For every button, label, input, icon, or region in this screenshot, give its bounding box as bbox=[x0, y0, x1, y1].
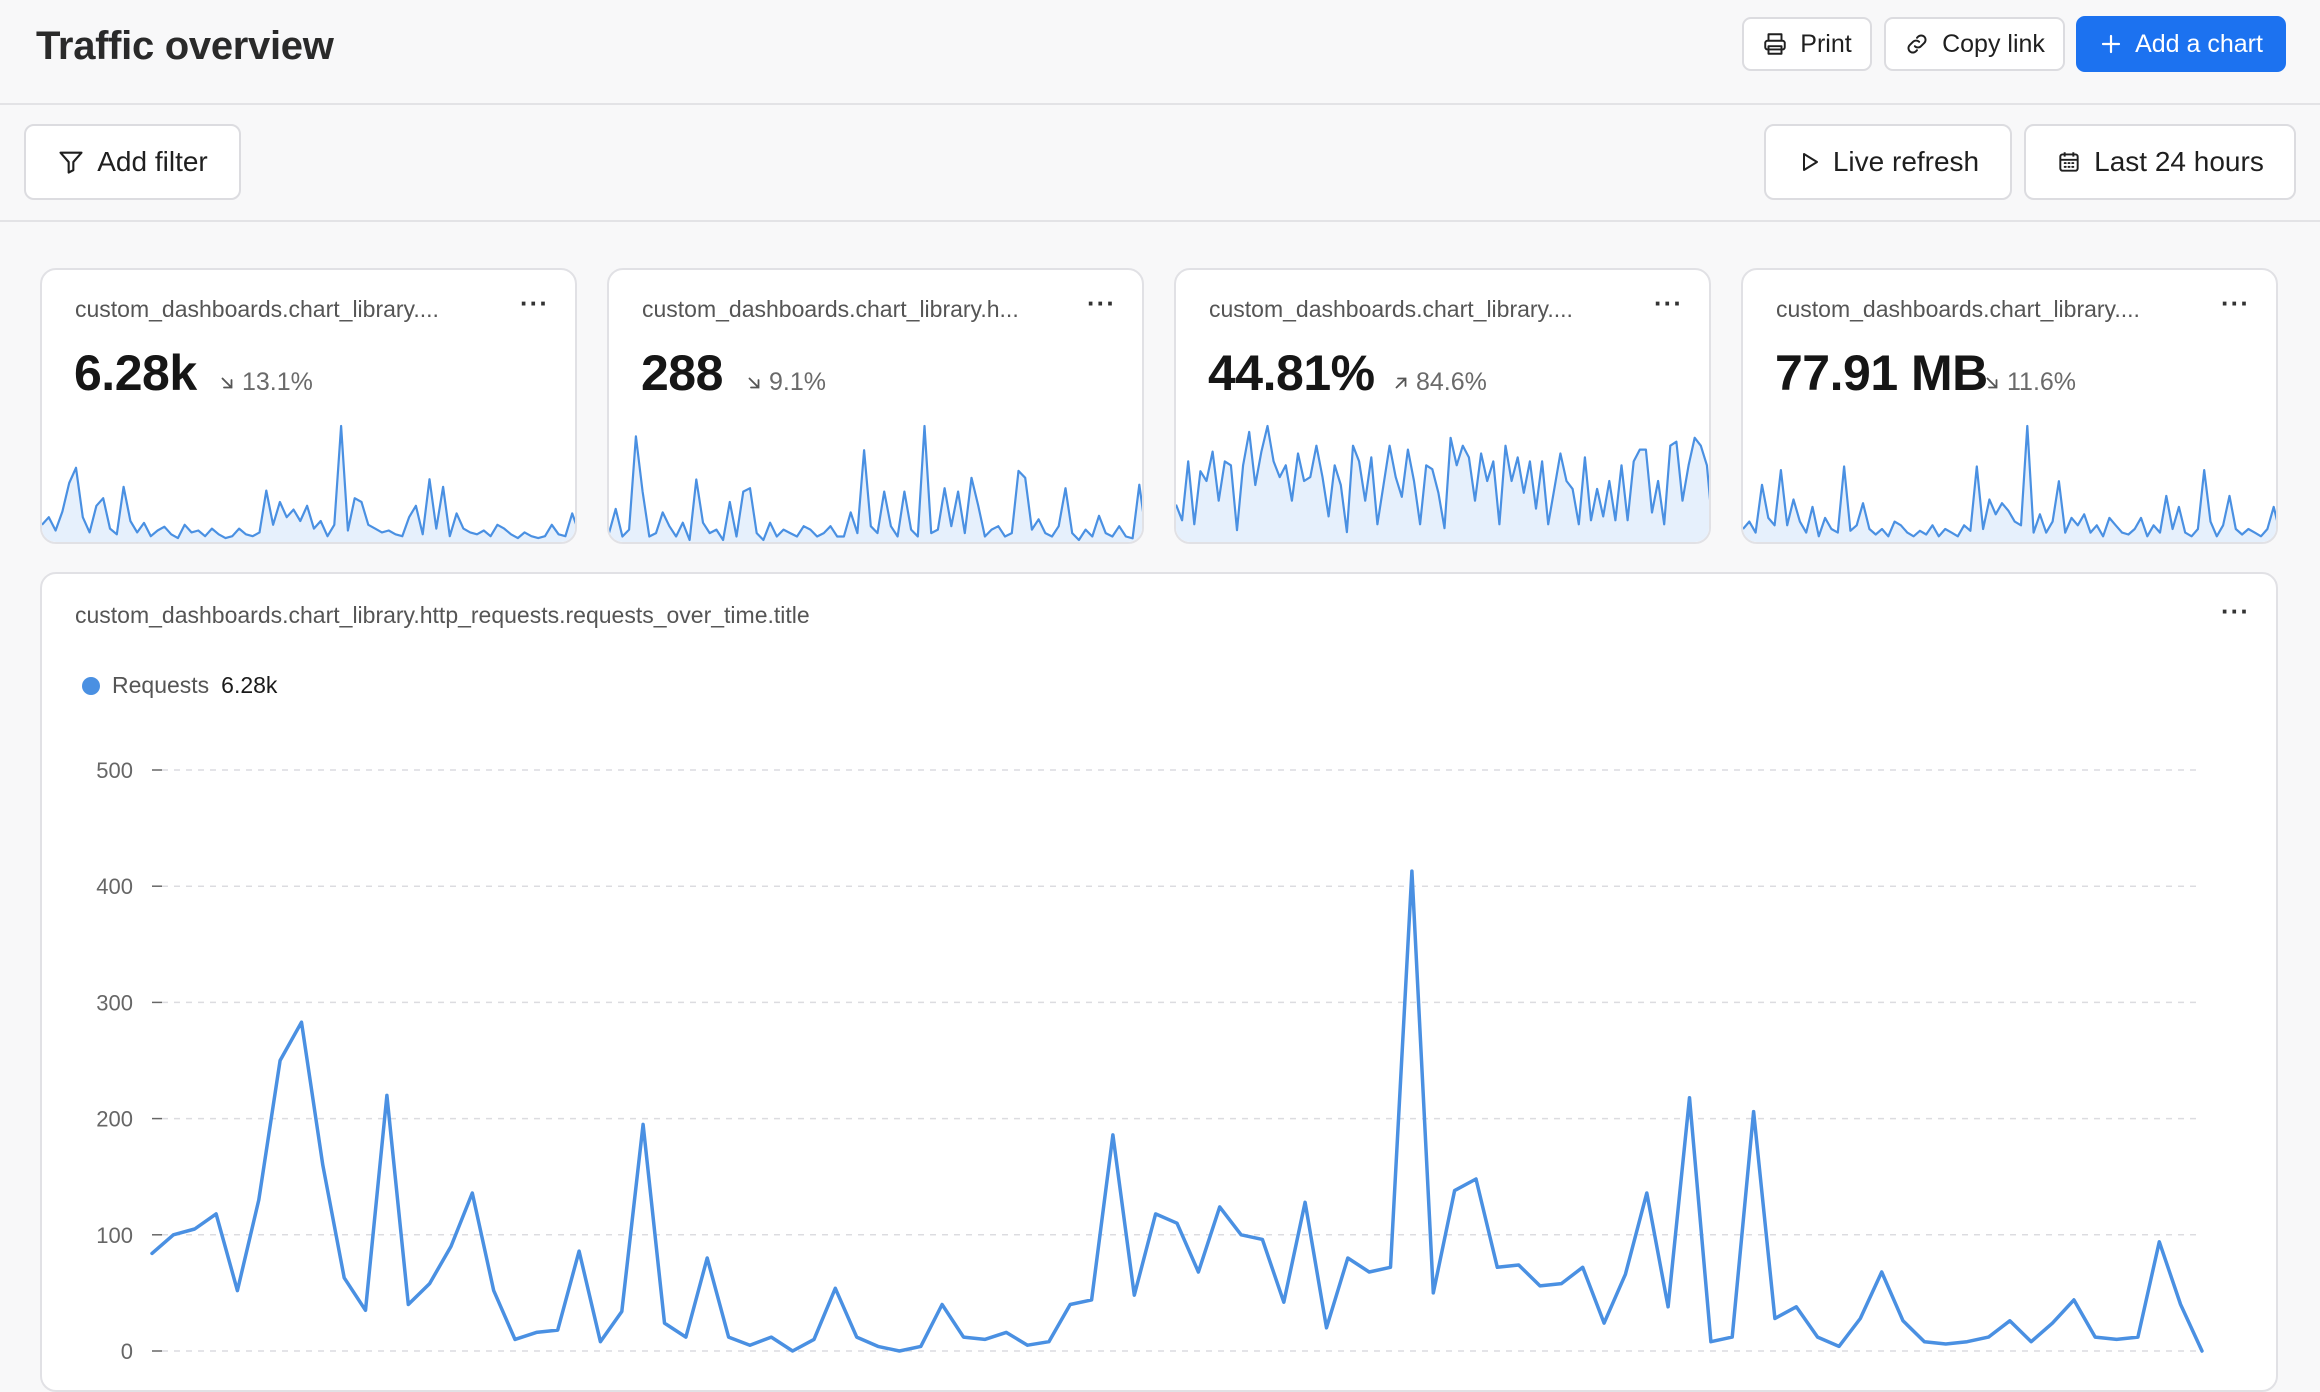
sparkline-chart bbox=[609, 424, 1142, 542]
page-title: Traffic overview bbox=[36, 24, 334, 68]
print-button[interactable]: Print bbox=[1742, 17, 1872, 71]
filter-bar: Add filter Live refresh Last 24 hours bbox=[0, 105, 2320, 222]
y-tick-label: 100 bbox=[96, 1223, 133, 1248]
kpi-card-rate: custom_dashboards.chart_library.... ··· … bbox=[1174, 268, 1711, 544]
add-chart-button[interactable]: Add a chart bbox=[2076, 16, 2286, 72]
time-range-label: Last 24 hours bbox=[2094, 146, 2264, 177]
live-refresh-label: Live refresh bbox=[1832, 146, 1980, 177]
kpi-title: custom_dashboards.chart_library.... bbox=[1776, 296, 2140, 322]
add-filter-button[interactable]: Add filter bbox=[24, 124, 241, 200]
more-options-icon[interactable]: ··· bbox=[1654, 288, 1683, 318]
kpi-delta: 13.1% bbox=[218, 368, 313, 397]
y-tick-label: 0 bbox=[121, 1339, 133, 1364]
arrow-down-right-icon bbox=[221, 377, 233, 388]
legend-series-name: Requests bbox=[112, 672, 210, 698]
arrow-down-right-icon bbox=[1986, 377, 1998, 388]
sparkline-chart bbox=[42, 424, 575, 542]
legend-dot bbox=[82, 676, 100, 695]
kpi-card-requests: custom_dashboards.chart_library.... ··· … bbox=[40, 268, 577, 544]
kpi-title: custom_dashboards.chart_library.... bbox=[75, 296, 439, 322]
sparkline-line bbox=[609, 424, 1142, 542]
top-bar: Traffic overview Print Copy link Add a c… bbox=[0, 0, 2320, 105]
arrow-down-right-icon bbox=[748, 377, 760, 388]
kpi-title: custom_dashboards.chart_library.... bbox=[1209, 296, 1573, 322]
copy-link-button[interactable]: Copy link bbox=[1884, 17, 2065, 71]
more-options-icon[interactable]: ··· bbox=[520, 288, 549, 318]
sparkline-chart bbox=[1743, 424, 2276, 542]
printer-icon bbox=[1764, 33, 1787, 55]
kpi-delta: 11.6% bbox=[1983, 368, 2076, 397]
play-icon bbox=[1802, 153, 1818, 171]
sparkline-area bbox=[609, 426, 1142, 542]
link-icon bbox=[1907, 34, 1927, 54]
kpi-card-errors: custom_dashboards.chart_library.h... ···… bbox=[607, 268, 1144, 544]
copy-link-label: Copy link bbox=[1942, 29, 2045, 58]
kpi-delta-value: 11.6% bbox=[2007, 368, 2077, 396]
sparkline-area bbox=[42, 426, 575, 542]
more-options-icon[interactable]: ··· bbox=[1087, 288, 1116, 318]
more-options-icon[interactable]: ··· bbox=[2221, 596, 2250, 626]
time-range-button[interactable]: Last 24 hours bbox=[2024, 124, 2296, 200]
sparkline-line bbox=[42, 424, 575, 540]
kpi-delta: 84.6% bbox=[1392, 368, 1487, 397]
chart-legend[interactable]: Requests 6.28k bbox=[82, 672, 277, 699]
arrow-up-right-icon bbox=[1395, 377, 1407, 388]
kpi-delta-value: 84.6% bbox=[1416, 368, 1487, 396]
kpi-delta: 9.1% bbox=[745, 368, 826, 397]
requests-line-chart: 0 100 200 300 400 500 bbox=[96, 758, 2204, 1364]
sparkline-line bbox=[1176, 424, 1709, 534]
requests-series-line bbox=[150, 869, 2204, 1353]
sparkline-line bbox=[1743, 424, 2276, 538]
kpi-value: 77.91 MB bbox=[1775, 345, 1988, 401]
requests-over-time-card: 0 100 200 300 400 500 custom_dashboards.chart… bbox=[40, 572, 2278, 1392]
chart-title: custom_dashboards.chart_library.http_req… bbox=[75, 602, 810, 628]
y-tick-label: 300 bbox=[96, 990, 133, 1015]
kpi-card-bandwidth: custom_dashboards.chart_library.... ··· … bbox=[1741, 268, 2278, 544]
print-label: Print bbox=[1800, 29, 1852, 58]
kpi-delta-value: 9.1% bbox=[769, 368, 826, 396]
kpi-delta-value: 13.1% bbox=[242, 368, 313, 396]
kpi-value: 6.28k bbox=[74, 345, 197, 401]
y-tick-label: 200 bbox=[96, 1107, 133, 1132]
y-tick-label: 400 bbox=[96, 874, 133, 899]
add-filter-label: Add filter bbox=[97, 146, 208, 177]
more-options-icon[interactable]: ··· bbox=[2221, 288, 2250, 318]
legend-series-value: 6.28k bbox=[221, 672, 278, 698]
add-chart-label: Add a chart bbox=[2135, 29, 2263, 58]
sparkline-area bbox=[1743, 426, 2276, 542]
sparkline-chart bbox=[1176, 424, 1709, 542]
kpi-title: custom_dashboards.chart_library.h... bbox=[642, 296, 1019, 322]
filter-icon bbox=[59, 151, 83, 174]
live-refresh-button[interactable]: Live refresh bbox=[1764, 124, 2012, 200]
plus-icon bbox=[2101, 34, 2121, 54]
calendar-icon bbox=[2059, 152, 2079, 172]
kpi-value: 44.81% bbox=[1208, 345, 1375, 401]
y-tick-label: 500 bbox=[96, 758, 133, 783]
kpi-value: 288 bbox=[641, 345, 723, 401]
